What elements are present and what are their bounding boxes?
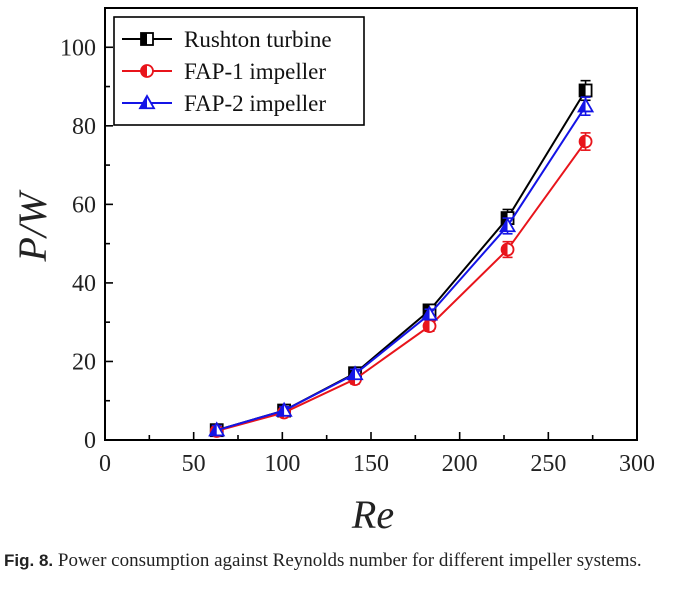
data-point-fill — [209, 423, 217, 436]
data-point-fill — [423, 304, 430, 317]
legend-label: FAP-1 impeller — [184, 59, 326, 84]
x-tick-label: 50 — [182, 451, 206, 477]
series-2 — [209, 132, 593, 438]
y-tick-label: 80 — [72, 114, 96, 140]
x-axis-title: Re — [351, 492, 394, 537]
series-3 — [208, 96, 595, 437]
data-point-fill — [578, 99, 586, 112]
x-tick-label: 250 — [530, 451, 566, 477]
y-tick-label: 40 — [72, 271, 96, 297]
x-tick-label: 0 — [99, 451, 111, 477]
legend: Rushton turbine FAP-1 impeller FAP-2 impel… — [113, 16, 365, 126]
legend-label: FAP-2 impeller — [184, 91, 326, 116]
legend-marker-fill — [140, 96, 147, 109]
data-point-fill — [422, 307, 430, 320]
chart: 0 50 100 150 200 250 300 0 20 40 60 80 100 Re P/W R… — [10, 7, 655, 537]
series-line — [216, 89, 587, 432]
data-point-fill — [277, 403, 285, 416]
legend-marker-fill — [141, 33, 147, 45]
data-point-fill — [579, 84, 586, 97]
series-1 — [209, 79, 593, 438]
series-line — [216, 105, 587, 432]
x-tick-label: 200 — [442, 451, 478, 477]
x-tick-label: 150 — [353, 451, 389, 477]
y-axis: 0 20 40 60 80 100 — [60, 7, 113, 454]
figure-caption: Fig. 8. Power consumption against Reynol… — [4, 549, 672, 573]
y-tick-label: 0 — [84, 428, 96, 454]
y-tick-label: 60 — [72, 192, 96, 218]
caption-label: Fig. 8. — [4, 551, 54, 570]
series-layer — [208, 79, 595, 438]
legend-label: Rushton turbine — [184, 27, 332, 52]
y-tick-label: 20 — [72, 349, 96, 375]
data-point-fill — [579, 135, 586, 148]
legend-marker-fill — [141, 65, 147, 77]
caption-text: Power consumption against Reynolds numbe… — [57, 550, 642, 571]
x-tick-label: 100 — [264, 451, 300, 477]
y-tick-label: 100 — [60, 35, 96, 61]
x-axis: 0 50 100 150 200 250 300 — [99, 432, 655, 477]
data-point-fill — [348, 367, 356, 380]
y-axis-title: P/W — [10, 189, 55, 263]
series-line — [216, 140, 587, 432]
data-point-fill — [501, 243, 508, 256]
data-point-fill — [500, 218, 508, 232]
data-point-fill — [423, 320, 430, 333]
x-tick-label: 300 — [619, 451, 655, 477]
